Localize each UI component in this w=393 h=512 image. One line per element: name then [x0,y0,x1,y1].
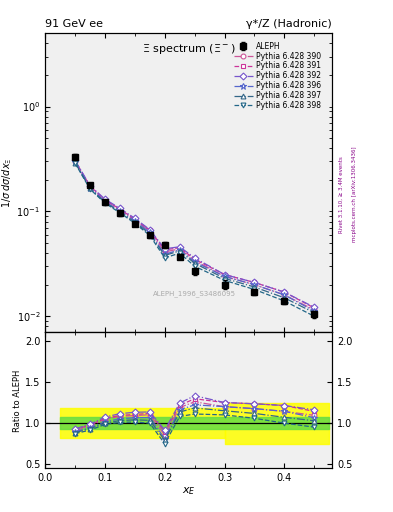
Pythia 6.428 391 [88,183,92,189]
Pythia 6.428 391 [252,280,257,286]
Pythia 6.428 392 [252,280,257,286]
Pythia 6.428 392 [162,246,167,252]
Pythia 6.428 390 [177,246,182,252]
Pythia 6.428 390 [282,292,286,298]
Pythia 6.428 390 [103,197,107,203]
Text: ALEPH_1996_S3486095: ALEPH_1996_S3486095 [153,290,236,297]
Text: $\Xi$ spectrum ($\Xi^-$): $\Xi$ spectrum ($\Xi^-$) [142,42,235,56]
Pythia 6.428 397 [177,248,182,254]
Pythia 6.428 391 [147,227,152,233]
Pythia 6.428 396 [282,292,286,298]
Pythia 6.428 398 [222,278,227,284]
Text: mcplots.cern.ch [arXiv:1306.3436]: mcplots.cern.ch [arXiv:1306.3436] [352,147,357,242]
Pythia 6.428 392 [192,255,197,261]
Pythia 6.428 390 [192,258,197,264]
Pythia 6.428 390 [118,206,122,212]
Pythia 6.428 390 [252,282,257,288]
Pythia 6.428 391 [118,206,122,212]
Pythia 6.428 391 [73,158,77,164]
Y-axis label: $1/\sigma\, d\sigma/dx_{\Xi}$: $1/\sigma\, d\sigma/dx_{\Xi}$ [0,158,14,208]
Pythia 6.428 397 [132,219,137,225]
Text: Rivet 3.1.10, ≥ 3.4M events: Rivet 3.1.10, ≥ 3.4M events [339,156,344,233]
Pythia 6.428 396 [73,159,77,165]
Pythia 6.428 391 [103,197,107,203]
Pythia 6.428 391 [162,247,167,253]
Pythia 6.428 397 [282,295,286,301]
Pythia 6.428 398 [147,232,152,239]
Pythia 6.428 392 [73,157,77,163]
Pythia 6.428 391 [282,289,286,295]
Pythia 6.428 392 [177,244,182,250]
Pythia 6.428 398 [162,255,167,261]
Pythia 6.428 396 [103,199,107,205]
Pythia 6.428 397 [103,199,107,205]
Pythia 6.428 397 [222,275,227,282]
Pythia 6.428 392 [103,196,107,202]
Line: Pythia 6.428 392: Pythia 6.428 392 [73,158,317,310]
Pythia 6.428 392 [118,205,122,211]
Pythia 6.428 397 [147,231,152,237]
Pythia 6.428 390 [132,217,137,223]
Pythia 6.428 398 [192,263,197,269]
Pythia 6.428 392 [312,304,316,310]
Pythia 6.428 396 [177,247,182,253]
Line: Pythia 6.428 397: Pythia 6.428 397 [73,160,317,315]
Line: Pythia 6.428 398: Pythia 6.428 398 [73,161,317,318]
Pythia 6.428 397 [192,260,197,266]
Pythia 6.428 390 [162,249,167,255]
Pythia 6.428 391 [192,256,197,262]
Pythia 6.428 392 [222,271,227,278]
Pythia 6.428 396 [118,208,122,214]
Y-axis label: Ratio to ALEPH: Ratio to ALEPH [13,369,22,432]
Pythia 6.428 396 [222,273,227,280]
Pythia 6.428 396 [252,282,257,288]
Pythia 6.428 398 [132,220,137,226]
Pythia 6.428 398 [312,313,316,319]
Line: Pythia 6.428 396: Pythia 6.428 396 [72,159,317,314]
Pythia 6.428 392 [132,215,137,221]
Pythia 6.428 397 [312,310,316,316]
Line: Pythia 6.428 391: Pythia 6.428 391 [73,158,317,310]
X-axis label: $x_E$: $x_E$ [182,485,195,497]
Pythia 6.428 398 [177,250,182,256]
Legend: ALEPH, Pythia 6.428 390, Pythia 6.428 391, Pythia 6.428 392, Pythia 6.428 396, P: ALEPH, Pythia 6.428 390, Pythia 6.428 39… [232,40,323,112]
Pythia 6.428 396 [192,259,197,265]
Pythia 6.428 398 [252,286,257,292]
Pythia 6.428 392 [88,183,92,189]
Pythia 6.428 391 [132,216,137,222]
Pythia 6.428 398 [282,298,286,304]
Pythia 6.428 390 [73,158,77,164]
Pythia 6.428 398 [88,186,92,192]
Pythia 6.428 391 [312,305,316,311]
Pythia 6.428 391 [222,271,227,278]
Pythia 6.428 396 [132,218,137,224]
Pythia 6.428 398 [118,210,122,216]
Pythia 6.428 396 [147,229,152,236]
Pythia 6.428 398 [103,200,107,206]
Pythia 6.428 397 [118,209,122,215]
Pythia 6.428 397 [162,252,167,259]
Pythia 6.428 398 [73,160,77,166]
Pythia 6.428 390 [88,184,92,190]
Pythia 6.428 392 [147,227,152,233]
Text: 91 GeV ee: 91 GeV ee [45,19,103,29]
Pythia 6.428 397 [88,185,92,191]
Pythia 6.428 397 [252,284,257,290]
Pythia 6.428 396 [88,185,92,191]
Pythia 6.428 390 [312,307,316,313]
Pythia 6.428 390 [222,273,227,280]
Pythia 6.428 392 [282,289,286,295]
Pythia 6.428 397 [73,160,77,166]
Line: Pythia 6.428 390: Pythia 6.428 390 [73,159,317,312]
Pythia 6.428 396 [162,251,167,258]
Pythia 6.428 390 [147,228,152,234]
Text: γ*/Z (Hadronic): γ*/Z (Hadronic) [246,19,332,29]
Pythia 6.428 391 [177,245,182,251]
Pythia 6.428 396 [312,308,316,314]
